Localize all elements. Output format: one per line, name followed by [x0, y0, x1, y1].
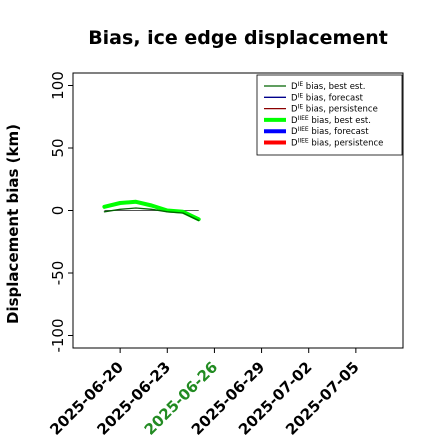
series-line — [103, 207, 200, 222]
y-tick-label: 50 — [49, 138, 67, 157]
legend-label-base: D — [291, 105, 298, 115]
series-line — [102, 199, 201, 222]
legend: DIE bias, best est.DIE bias, forecastDIE… — [256, 74, 403, 156]
legend-label-base: D — [291, 116, 298, 126]
legend-label-rest: bias, persistence — [303, 105, 378, 115]
y-tick-label: 0 — [49, 206, 67, 216]
legend-label-base: D — [291, 82, 298, 92]
legend-label: DIE bias, forecast — [291, 92, 364, 103]
legend-label: DIIEE bias, best est. — [291, 115, 371, 126]
legend-label-rest: bias, best est. — [309, 116, 371, 126]
legend-label-sup: IE — [298, 104, 304, 111]
legend-label-sup: IIEE — [298, 138, 309, 145]
legend-label: DIE bias, best est. — [291, 81, 365, 92]
y-tick-label: -100 — [49, 318, 67, 352]
legend-label-rest: bias, forecast — [303, 93, 364, 103]
legend-label-rest: bias, forecast — [309, 127, 370, 137]
x-axis-ticks: 2025-06-202025-06-232025-06-262025-06-29… — [46, 348, 363, 439]
legend-label: DIE bias, persistence — [291, 104, 378, 115]
legend-label-rest: bias, best est. — [303, 82, 365, 92]
legend-label-sup: IE — [298, 92, 304, 99]
legend-label-sup: IE — [298, 81, 304, 88]
legend-label-sup: IIEE — [298, 126, 309, 133]
y-tick-label: 100 — [49, 71, 67, 100]
legend-label-sup: IIEE — [298, 115, 309, 122]
legend-label: DIIEE bias, forecast — [291, 126, 369, 137]
legend-label-base: D — [291, 139, 298, 149]
legend-label-base: D — [291, 127, 298, 137]
y-tick-label: -50 — [49, 261, 67, 286]
legend-label-rest: bias, persistence — [309, 139, 384, 149]
y-axis-ticks: -100 -50 0 50 100 — [49, 71, 73, 353]
legend-label-base: D — [291, 93, 298, 103]
legend-label: DIIEE bias, persistence — [291, 138, 383, 149]
chart-title: Bias, ice edge displacement — [88, 27, 388, 49]
y-axis-label: Displacement bias (km) — [4, 124, 22, 324]
series-layer — [102, 199, 201, 222]
